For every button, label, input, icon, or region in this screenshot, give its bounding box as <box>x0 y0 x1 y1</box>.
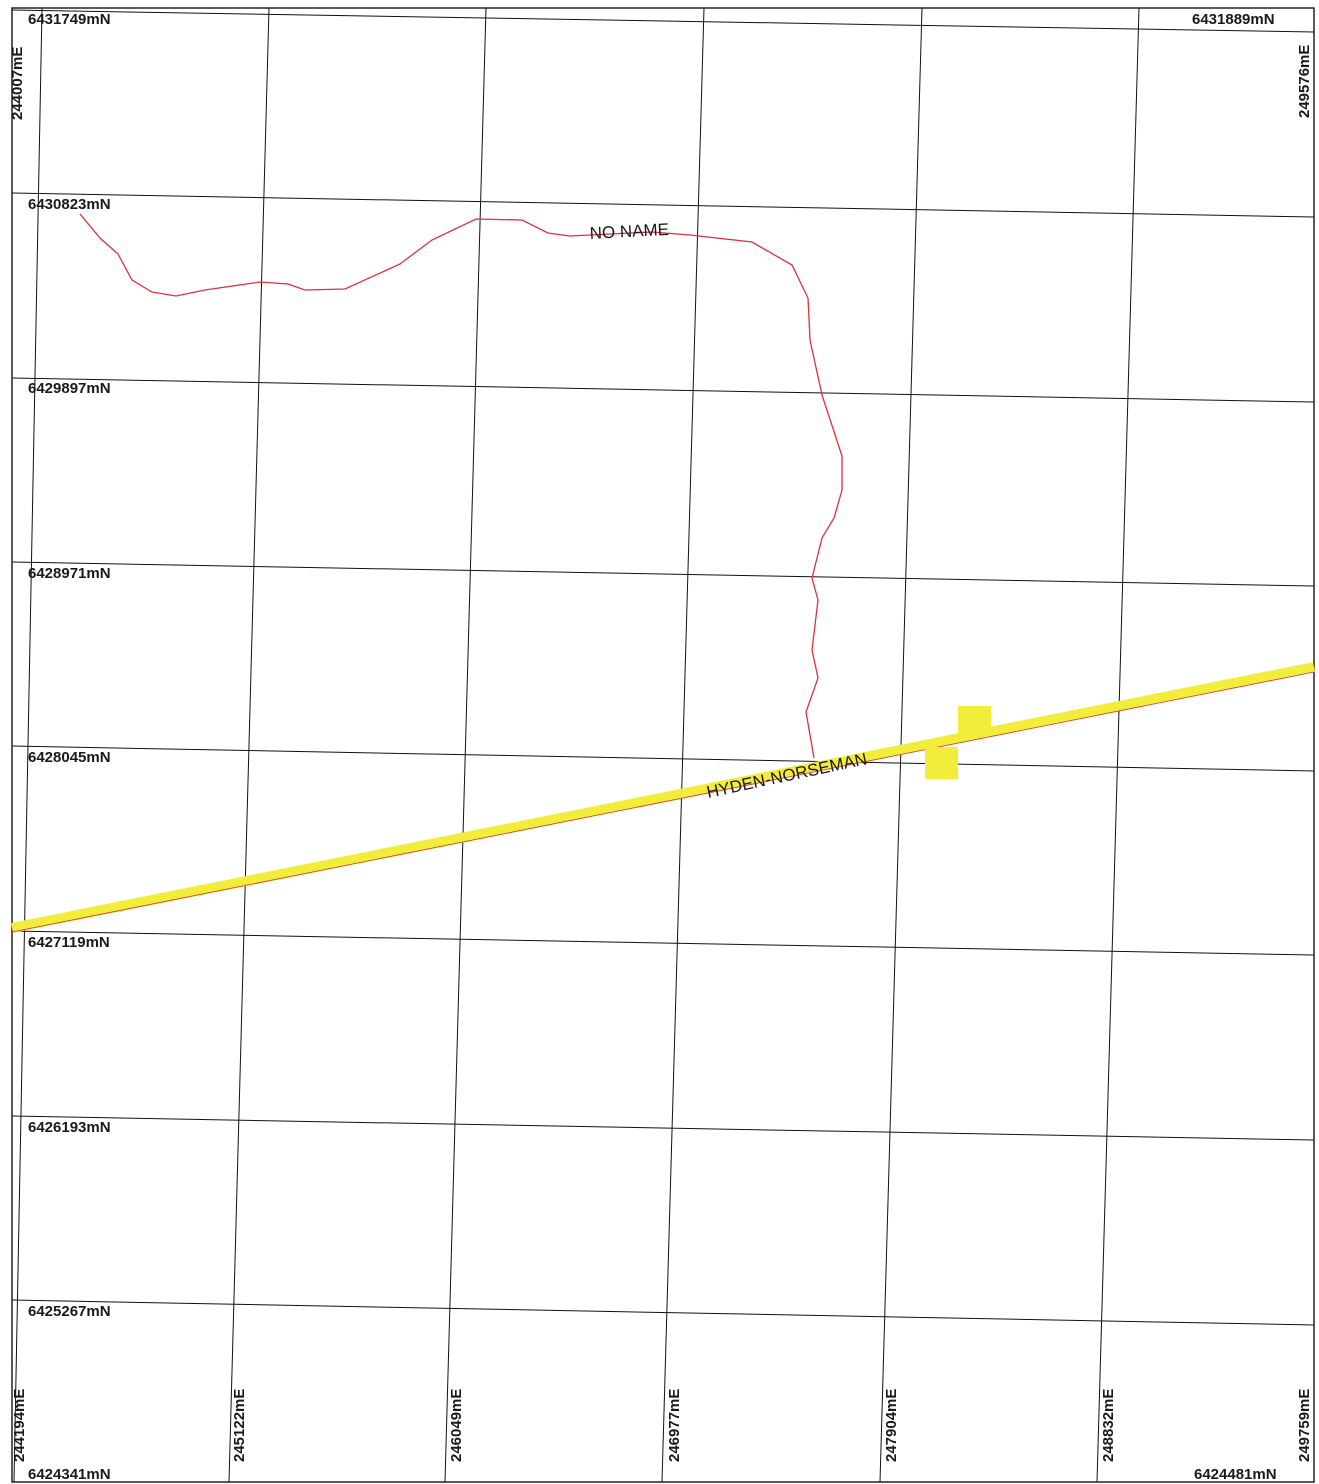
easting-label: 246977mE <box>666 1389 683 1462</box>
easting-label: 247904mE <box>883 1389 900 1462</box>
northing-label: 6428045mN <box>28 749 111 766</box>
easting-label: 248832mE <box>1100 1389 1117 1462</box>
easting-label-top-left: 244007mE <box>9 47 26 120</box>
easting-label: 244194mE <box>11 1389 28 1462</box>
easting-label: 246049mE <box>448 1389 465 1462</box>
map-frame <box>11 7 1315 1483</box>
road-feature-block-upper <box>958 706 991 736</box>
easting-label: 249759mE <box>1296 1389 1313 1462</box>
grid-line-n0 <box>11 9 1315 33</box>
northing-label-top-left: 6431749mN <box>28 11 111 28</box>
grid-line-n1 <box>11 192 1315 218</box>
northing-label: 6427119mN <box>28 934 110 951</box>
easting-label-top-right: 249576mE <box>1296 45 1313 118</box>
grid-line-e3 <box>661 7 705 1483</box>
road-hyden-norseman <box>11 662 1315 933</box>
northing-label: 6426193mN <box>28 1119 111 1136</box>
easting-grid-lines <box>13 7 1140 1483</box>
northing-label: 6425267mN <box>28 1303 111 1320</box>
grid-line-n5 <box>11 930 1315 956</box>
northing-label-bottom-right: 6424481mN <box>1194 1466 1277 1483</box>
grid-line-n6 <box>11 1115 1315 1141</box>
grid-line-e2 <box>444 7 487 1483</box>
easting-labels: 244194mE 245122mE 246049mE 246977mE 2479… <box>11 1389 1313 1462</box>
grid-line-e0 <box>13 7 43 1483</box>
grid-line-n2 <box>11 377 1315 403</box>
northing-label-bottom-left: 6424341mN <box>28 1466 111 1483</box>
easting-label: 245122mE <box>231 1389 248 1462</box>
northing-label: 6428971mN <box>28 565 111 582</box>
northing-label-top-right: 6431889mN <box>1192 11 1275 28</box>
road-feature-block-lower <box>925 747 958 779</box>
northing-grid-lines <box>11 9 1315 1326</box>
northing-label: 6430823mN <box>28 196 111 213</box>
northing-labels: 6430823mN 6429897mN 6428971mN 6428045mN … <box>28 196 111 1320</box>
grid-line-e5 <box>1096 7 1140 1483</box>
grid-line-e1 <box>228 7 270 1483</box>
creek-line <box>79 213 843 759</box>
road-name-label: HYDEN-NORSEMAN <box>705 749 869 802</box>
creek-name-label: NO NAME <box>589 220 669 243</box>
grid-line-n7 <box>11 1299 1315 1326</box>
grid-line-n3 <box>11 561 1315 587</box>
grid-line-n4 <box>11 745 1315 772</box>
northing-label: 6429897mN <box>28 380 111 397</box>
